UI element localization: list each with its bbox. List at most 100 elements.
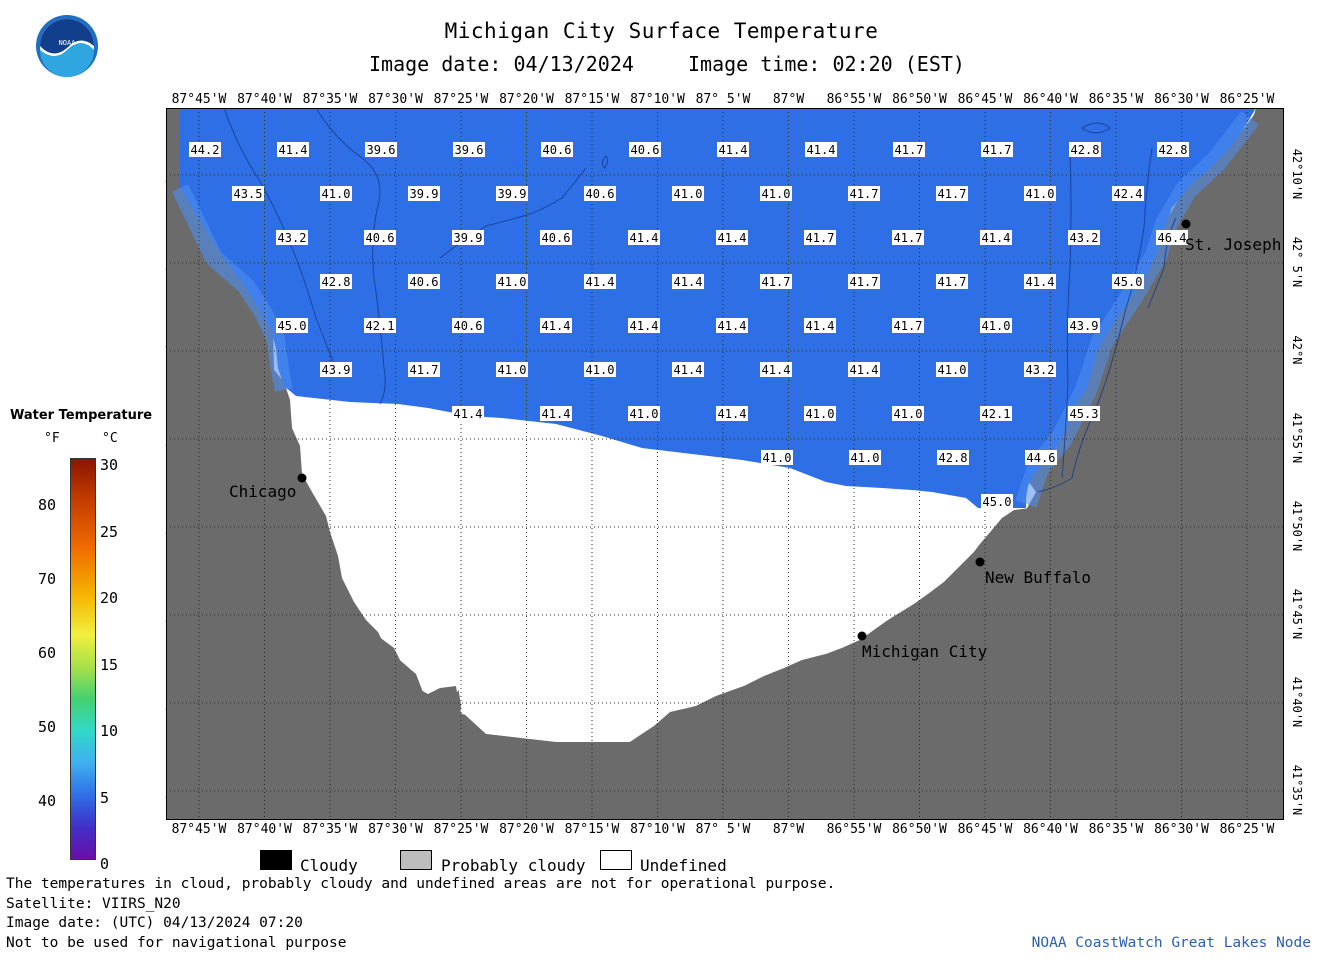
image-date-utc: Image date: (UTC) 04/13/2024 07:20 xyxy=(6,915,303,931)
svg-text:41.0: 41.0 xyxy=(762,187,791,201)
svg-text:41.4: 41.4 xyxy=(542,407,571,421)
temperature-value: 39.6 xyxy=(453,142,485,157)
page-title: Michigan City Surface Temperature xyxy=(0,19,1323,43)
temperature-value: 41.4 xyxy=(628,318,660,333)
svg-text:40.6: 40.6 xyxy=(542,231,571,245)
svg-text:43.5: 43.5 xyxy=(234,187,263,201)
top-longitude-label: 87°W xyxy=(772,92,805,107)
city-label-st-joseph: St. Joseph xyxy=(1185,235,1282,254)
svg-text:41.7: 41.7 xyxy=(894,319,923,333)
svg-text:40.6: 40.6 xyxy=(631,143,660,157)
temperature-value: 41.7 xyxy=(981,142,1013,157)
bottom-longitude-label: 86°35'W xyxy=(1088,822,1144,837)
svg-text:41.4: 41.4 xyxy=(630,231,659,245)
svg-text:41.7: 41.7 xyxy=(938,275,967,289)
svg-text:41.7: 41.7 xyxy=(895,143,924,157)
temperature-value: 41.7 xyxy=(893,142,925,157)
temperature-value: 40.6 xyxy=(452,318,484,333)
svg-text:41.0: 41.0 xyxy=(322,187,351,201)
city-markers xyxy=(297,219,1191,641)
temperature-value: 41.0 xyxy=(320,186,352,201)
right-latitude-label: 42°10'N xyxy=(1290,148,1304,200)
svg-text:41.7: 41.7 xyxy=(762,275,791,289)
temperature-value: 41.4 xyxy=(628,230,660,245)
temperature-value: 41.4 xyxy=(540,318,572,333)
svg-text:41.4: 41.4 xyxy=(806,319,835,333)
top-longitude-label: 87° 5'W xyxy=(695,92,751,107)
svg-text:40.6: 40.6 xyxy=(454,319,483,333)
svg-text:42.4: 42.4 xyxy=(1114,187,1143,201)
navigation-disclaimer: Not to be used for navigational purpose xyxy=(6,935,347,951)
svg-text:43.2: 43.2 xyxy=(1070,231,1099,245)
bottom-longitude-label: 86°25'W xyxy=(1219,822,1275,837)
city-label-chicago: Chicago xyxy=(229,482,297,501)
colorbar-c-tick: 20 xyxy=(100,589,119,607)
bottom-longitude-label: 87°25'W xyxy=(433,822,489,837)
right-latitude-label: 41°45'N xyxy=(1290,588,1304,640)
colorbar-c-tick: 5 xyxy=(100,788,110,807)
temperature-value: 41.7 xyxy=(892,230,924,245)
temperature-value: 42.1 xyxy=(980,406,1012,421)
legend-swatch-undefined xyxy=(600,850,632,870)
top-longitude-label: 87°25'W xyxy=(433,92,489,107)
svg-text:43.9: 43.9 xyxy=(322,363,351,377)
colorbar-c-tick: 30 xyxy=(100,456,119,474)
temperature-value: 41.4 xyxy=(716,318,748,333)
colorbar-c-tick: 15 xyxy=(100,655,119,674)
top-longitude-label: 87°40'W xyxy=(237,92,292,107)
svg-text:41.0: 41.0 xyxy=(851,451,880,465)
svg-text:42.1: 42.1 xyxy=(982,407,1011,421)
satellite-info: Satellite: VIIRS_N20 xyxy=(6,896,181,912)
bottom-longitude-label: 86°50'W xyxy=(892,822,947,837)
svg-text:41.4: 41.4 xyxy=(454,407,483,421)
isotherm-contours xyxy=(223,108,1177,493)
svg-text:45.0: 45.0 xyxy=(278,319,307,333)
temperature-value: 41.0 xyxy=(804,406,836,421)
svg-text:41.0: 41.0 xyxy=(806,407,835,421)
bottom-longitude-label: 87°40'W xyxy=(237,822,292,837)
svg-text:41.0: 41.0 xyxy=(938,363,967,377)
temperature-value: 41.0 xyxy=(760,186,792,201)
temperature-value: 39.6 xyxy=(365,142,397,157)
temperature-value: 41.4 xyxy=(1024,274,1056,289)
legend-label-undefined: Undefined xyxy=(640,856,727,875)
temperature-value: 39.9 xyxy=(408,186,440,201)
svg-text:41.7: 41.7 xyxy=(410,363,439,377)
temperature-map: 44.2 41.4 39.6 39.6 40.6 40.6 41.4 41.4 41.7 41.7… xyxy=(166,108,1284,820)
temperature-value: 40.6 xyxy=(364,230,396,245)
svg-text:45.0: 45.0 xyxy=(1114,275,1143,289)
colorbar-f-tick: 80 xyxy=(38,496,57,514)
svg-text:41.7: 41.7 xyxy=(806,231,835,245)
svg-text:44.6: 44.6 xyxy=(1027,451,1056,465)
svg-text:41.0: 41.0 xyxy=(498,363,527,377)
map-frame xyxy=(166,108,1284,820)
svg-text:41.4: 41.4 xyxy=(718,231,747,245)
temperature-value: 41.4 xyxy=(672,362,704,377)
top-longitude-label: 86°25'W xyxy=(1219,92,1275,107)
temperature-value: 41.0 xyxy=(980,318,1012,333)
temperature-value: 41.7 xyxy=(936,186,968,201)
svg-text:41.4: 41.4 xyxy=(674,363,703,377)
svg-text:42.1: 42.1 xyxy=(366,319,395,333)
temperature-value: 45.3 xyxy=(1068,406,1100,421)
temperature-labels: 44.2 41.4 39.6 39.6 40.6 40.6 41.4 41.4 41.7 41.7… xyxy=(189,142,1189,509)
svg-text:39.6: 39.6 xyxy=(455,143,484,157)
colorbar-c-tick: 10 xyxy=(100,722,119,740)
temperature-value: 41.7 xyxy=(408,362,440,377)
temperature-value: 43.2 xyxy=(1068,230,1100,245)
colorbar-f-tick: 70 xyxy=(38,570,57,588)
bottom-longitude-label: 87°20'W xyxy=(499,822,554,837)
legend-swatch-cloudy xyxy=(260,850,292,870)
land-west-shore xyxy=(166,108,1284,820)
temperature-value: 41.7 xyxy=(892,318,924,333)
temperature-value: 41.4 xyxy=(760,362,792,377)
svg-text:41.0: 41.0 xyxy=(674,187,703,201)
legend-label-probably-cloudy: Probably cloudy xyxy=(441,856,586,875)
top-longitude-label: 86°35'W xyxy=(1088,92,1144,107)
temperature-value: 43.2 xyxy=(1024,362,1056,377)
svg-text:41.4: 41.4 xyxy=(718,407,747,421)
svg-text:40.6: 40.6 xyxy=(366,231,395,245)
temperature-value: 44.2 xyxy=(189,142,221,157)
svg-text:39.9: 39.9 xyxy=(498,187,527,201)
svg-text:42.8: 42.8 xyxy=(1159,143,1188,157)
